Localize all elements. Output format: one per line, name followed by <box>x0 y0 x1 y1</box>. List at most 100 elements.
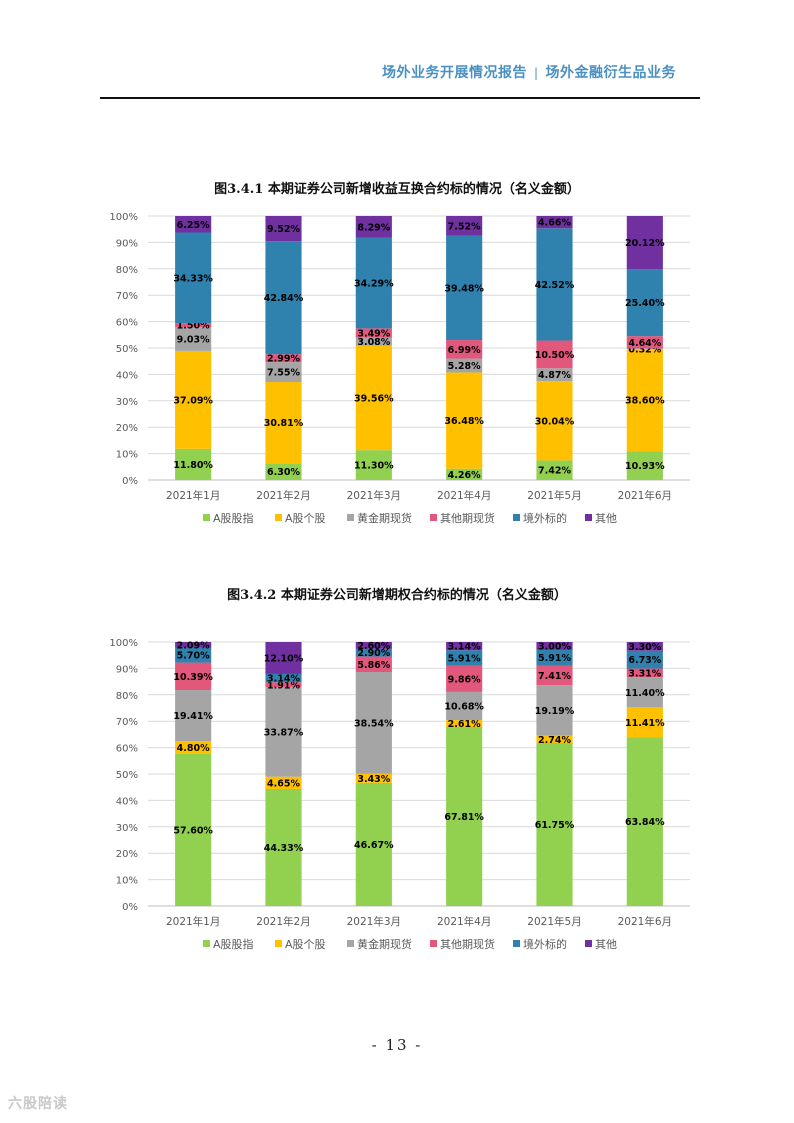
legend-label: 其他 <box>595 938 617 951</box>
bar-segment <box>626 336 663 349</box>
legend-swatch <box>275 940 282 947</box>
legend-label: 其他期现货 <box>440 937 495 951</box>
bar-segment <box>265 463 302 480</box>
y-tick-label: 100% <box>109 638 138 649</box>
legend-label: 境外标的 <box>523 511 567 525</box>
bar-segment <box>175 327 212 351</box>
bar-segment <box>626 737 663 906</box>
y-tick-label: 30% <box>116 397 138 408</box>
legend-label: 境外标的 <box>523 937 567 951</box>
legend-swatch <box>275 514 282 521</box>
bar-segment <box>175 741 212 754</box>
legend-label: 黄金期现货 <box>357 511 412 525</box>
y-tick-label: 80% <box>116 691 138 702</box>
data-label: 7.42% <box>538 466 571 477</box>
bar-segment <box>536 215 573 229</box>
bar-segment <box>175 323 212 328</box>
data-label: 36.48% <box>444 416 484 427</box>
bar-segment <box>626 215 663 270</box>
data-label: 9.03% <box>177 335 210 346</box>
bar-segment <box>265 673 302 683</box>
x-tick-label: 2021年6月 <box>618 489 672 502</box>
data-label: 10.39% <box>173 672 213 683</box>
y-tick-label: 80% <box>116 265 138 276</box>
data-label: 57.60% <box>173 825 213 836</box>
bar-segment <box>536 742 573 906</box>
data-label: 0.32% <box>628 344 661 355</box>
y-tick-label: 0% <box>122 902 138 913</box>
bar-segment <box>446 358 483 373</box>
data-label: 4.26% <box>448 470 481 481</box>
bar-segment <box>626 642 663 651</box>
bar-segment <box>355 328 392 338</box>
data-label: 42.84% <box>264 293 304 304</box>
data-label: 12.10% <box>264 653 304 664</box>
bar-segment <box>446 372 483 469</box>
bar-segment <box>626 349 663 452</box>
legend-swatch <box>585 940 592 947</box>
bar-segment <box>446 726 483 906</box>
data-label: 2.74% <box>538 735 571 746</box>
data-label: 3.49% <box>357 328 390 339</box>
data-label: 4.80% <box>177 743 210 754</box>
legend-swatch <box>430 940 437 947</box>
section-title: 场外金融衍生品业务 <box>545 65 676 81</box>
data-label: 2.60% <box>357 641 390 652</box>
data-label: 7.41% <box>538 671 571 682</box>
data-label: 39.48% <box>444 283 484 294</box>
bar-segment <box>175 753 212 906</box>
legend-label: A股个股 <box>285 938 326 951</box>
data-label: 4.87% <box>538 370 571 381</box>
data-label: 3.31% <box>628 668 661 679</box>
bar-segment <box>265 788 302 906</box>
bar-segment <box>355 450 392 480</box>
legend-label: A股股指 <box>213 937 254 951</box>
bar-segment <box>265 354 302 363</box>
bar-segment <box>536 368 573 382</box>
legend-swatch <box>203 514 210 521</box>
y-tick-label: 100% <box>109 212 138 223</box>
x-tick-label: 2021年5月 <box>527 489 581 502</box>
bar-segment <box>355 648 392 657</box>
chart-2-title: 图3.4.2 本期证券公司新增期权合约标的情况（名义金额） <box>227 588 567 603</box>
bar-segment <box>446 215 483 236</box>
header-separator: | <box>533 66 539 80</box>
data-label: 4.65% <box>267 778 300 789</box>
data-label: 7.55% <box>267 368 300 379</box>
y-tick-label: 30% <box>116 823 138 834</box>
data-label: 42.52% <box>535 280 575 291</box>
header-title: 场外业务开展情况报告 | 场外金融衍生品业务 <box>382 62 676 82</box>
report-title: 场外业务开展情况报告 <box>381 65 527 81</box>
y-tick-label: 90% <box>116 664 138 675</box>
data-label: 3.30% <box>628 642 661 653</box>
x-tick-label: 2021年4月 <box>437 915 491 928</box>
data-label: 11.30% <box>354 461 394 472</box>
bar-segment <box>446 720 483 727</box>
legend-swatch <box>347 940 354 947</box>
data-label: 11.41% <box>625 718 665 729</box>
data-label: 9.86% <box>448 674 481 685</box>
data-label: 3.14% <box>448 642 481 653</box>
data-label: 6.73% <box>628 655 661 666</box>
data-label: 4.66% <box>538 218 571 229</box>
y-tick-label: 10% <box>116 876 138 887</box>
legend-swatch <box>347 514 354 521</box>
bar-segment <box>265 642 302 674</box>
data-label: 9.52% <box>267 224 300 235</box>
bar-segment <box>536 735 573 743</box>
legend-swatch <box>513 514 520 521</box>
bar-segment <box>626 650 663 669</box>
data-label: 2.90% <box>357 648 390 659</box>
data-label: 44.33% <box>264 843 304 854</box>
chart-1-svg: 0% 10% 20% 30% 40% 50% 60% 70% 80% 90% 100% 11.80% 3… <box>109 212 690 525</box>
chart-1-title: 图3.4.1 本期证券公司新增收益互换合约标的情况（名义金额） <box>214 182 580 197</box>
bar-segment <box>265 215 302 242</box>
data-label: 37.09% <box>173 395 213 406</box>
data-label: 25.40% <box>625 298 665 309</box>
data-label: 3.08% <box>357 337 390 348</box>
legend-swatch <box>430 514 437 521</box>
data-label: 30.04% <box>535 416 575 427</box>
data-label: 39.56% <box>354 393 394 404</box>
bar-segment <box>265 362 302 383</box>
data-label: 10.68% <box>444 701 484 712</box>
